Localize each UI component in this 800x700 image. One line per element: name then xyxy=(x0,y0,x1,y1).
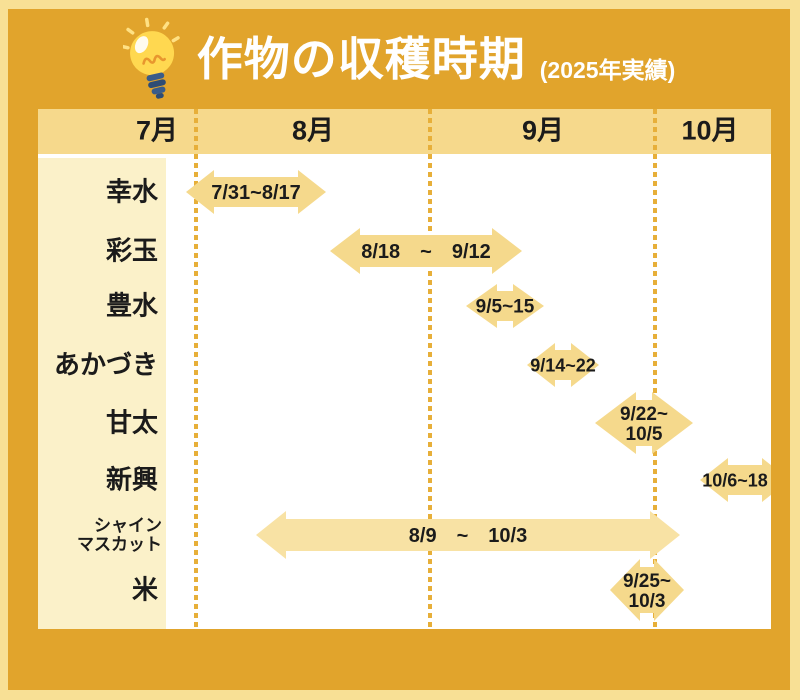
page-title: 作物の収穫時期 xyxy=(196,33,526,85)
crop-label: あかづき xyxy=(53,349,158,380)
harvest-arrow: 10/6~18 xyxy=(700,458,771,502)
crop-label: 彩玉 xyxy=(105,235,158,266)
crop-label: 甘太 xyxy=(105,407,158,438)
month-label: 7月 xyxy=(135,115,179,146)
harvest-timeline-chart: 7月 8月 9月 10月 幸水彩玉豊水あかづき甘太新興シャイン マスカット米 7/31… xyxy=(38,109,771,629)
crop-label: シャイン マスカット xyxy=(77,515,162,554)
harvest-period-text: 10/6~18 xyxy=(702,470,768,490)
crop-label-column xyxy=(38,158,166,629)
harvest-arrow: 9/25~10/3 xyxy=(610,559,684,621)
month-label: 10月 xyxy=(681,115,739,146)
harvest-arrow: 9/22~10/5 xyxy=(595,392,693,454)
month-label: 8月 xyxy=(291,115,335,146)
harvest-arrow: 8/18 ~ 9/12 xyxy=(330,228,522,274)
harvest-period-text: 10/5 xyxy=(626,424,663,445)
harvest-arrow: 8/9 ~ 10/3 xyxy=(256,511,680,559)
crop-label: 豊水 xyxy=(105,290,158,321)
month-label: 9月 xyxy=(521,115,565,146)
harvest-arrow: 9/5~15 xyxy=(466,284,544,328)
harvest-period-text: 8/9 ~ 10/3 xyxy=(409,525,527,547)
harvest-period-text: 9/22~ xyxy=(620,404,668,425)
month-divider-line xyxy=(194,109,198,629)
month-divider-line xyxy=(653,109,657,629)
harvest-period-text: 9/25~ xyxy=(623,571,671,592)
harvest-period-text: 8/18 ~ 9/12 xyxy=(361,241,491,263)
harvest-arrow: 7/31~8/17 xyxy=(186,170,326,214)
harvest-period-text: 9/14~22 xyxy=(530,355,596,375)
harvest-arrow: 9/14~22 xyxy=(527,343,599,387)
lightbulb-icon xyxy=(122,17,180,99)
crop-label: 幸水 xyxy=(105,176,158,207)
harvest-period-text: 7/31~8/17 xyxy=(211,182,301,204)
crop-label: 新興 xyxy=(105,464,158,495)
month-header-row: 7月 8月 9月 10月 xyxy=(38,109,771,154)
chart-title-bar: 作物の収穫時期 (2025年実績) xyxy=(8,9,790,109)
harvest-period-text: 9/5~15 xyxy=(476,297,535,318)
page-subtitle: (2025年実績) xyxy=(539,56,676,83)
month-divider-line xyxy=(428,109,432,629)
crop-label: 米 xyxy=(131,574,158,605)
harvest-period-text: 10/3 xyxy=(629,591,666,612)
